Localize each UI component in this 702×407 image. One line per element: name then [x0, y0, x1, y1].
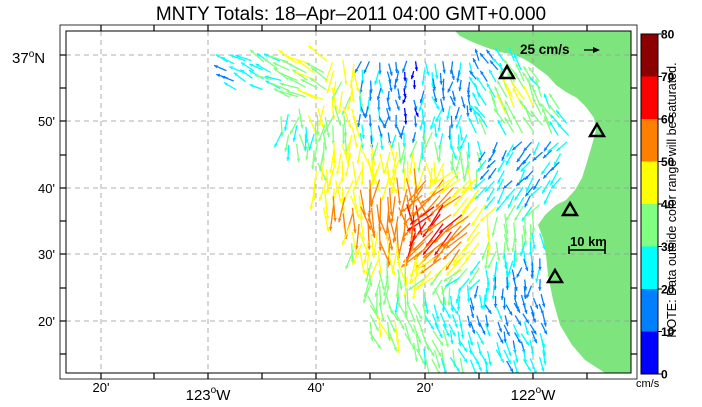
colorbar-segment	[641, 246, 658, 289]
colorbar-segment	[641, 119, 658, 162]
station-triangle-icon	[560, 200, 580, 217]
lat-label-50: 50'	[38, 114, 55, 129]
colorbar-tick-label: 30	[661, 240, 675, 254]
lon-label-20: 20'	[93, 380, 110, 395]
reference-vector-label: 25 cm/s	[520, 42, 570, 57]
lon-label-123w: 123oW	[186, 385, 232, 404]
lat-label-37n: 37oN	[12, 49, 45, 67]
station-triangle-icon	[587, 121, 607, 138]
colorbar-tick-label: 40	[661, 198, 675, 212]
colorbar-tick-label: 0	[661, 368, 668, 382]
lat-label-30: 30'	[38, 247, 55, 262]
colorbar-segment	[641, 161, 658, 204]
longitude-labels: 20' 123oW 40' 20' 122oW	[93, 380, 557, 404]
scale-bar-label: 10 km	[570, 234, 607, 249]
colorbar-note: NOTE: Data outside color range will be s…	[665, 62, 679, 338]
colorbar-tick-label: 70	[661, 70, 675, 84]
lon-label-122w: 122oW	[511, 385, 557, 404]
radar-stations	[497, 63, 607, 284]
colorbar-segment	[641, 289, 658, 332]
plot-area	[66, 31, 631, 373]
lon-label-40: 40'	[308, 380, 325, 395]
colorbar: 80 70 60 50 40 30 20 10 0	[640, 28, 675, 382]
lat-label-40: 40'	[38, 181, 55, 196]
latitude-labels: 37oN 50' 40' 30' 20'	[12, 49, 55, 329]
map-frame	[59, 24, 638, 380]
lon-label-20b: 20'	[417, 380, 434, 395]
colorbar-tick-label: 20	[661, 283, 675, 297]
colorbar-segment	[641, 34, 658, 77]
colorbar-segment	[641, 76, 658, 119]
station-triangle-icon	[545, 267, 565, 284]
colorbar-tick-label: 80	[661, 28, 675, 42]
lat-label-20: 20'	[38, 314, 55, 329]
colorbar-segment	[641, 331, 658, 374]
scale-bar: 10 km	[568, 234, 607, 254]
colorbar-tick-label: 60	[661, 113, 675, 127]
reference-vector: 25 cm/s	[520, 42, 600, 57]
colorbar-segment	[641, 204, 658, 247]
map-title: MNTY Totals: 18–Apr–2011 04:00 GMT+0.000	[155, 4, 547, 25]
colorbar-unit: cm/s	[636, 378, 660, 390]
colorbar-tick-label: 10	[661, 325, 675, 339]
land-mass	[455, 31, 631, 373]
velocity-vectors	[213, 45, 570, 373]
colorbar-tick-label: 50	[661, 155, 675, 169]
station-triangle-icon	[497, 63, 517, 80]
